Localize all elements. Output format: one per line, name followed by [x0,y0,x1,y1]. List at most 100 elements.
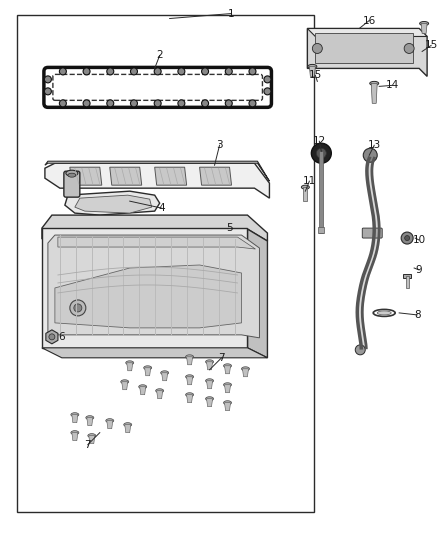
Ellipse shape [124,423,132,427]
Circle shape [249,68,256,75]
Circle shape [404,44,414,53]
Bar [406,276,409,288]
Circle shape [44,76,51,83]
Polygon shape [421,23,427,34]
Bar [318,227,324,233]
Polygon shape [371,83,377,103]
Text: 6: 6 [59,332,65,342]
Polygon shape [207,399,212,407]
Circle shape [131,100,138,107]
Polygon shape [45,163,269,198]
Polygon shape [127,363,133,371]
Polygon shape [58,237,255,249]
Ellipse shape [139,385,147,389]
Circle shape [178,100,185,107]
Ellipse shape [68,173,76,177]
Circle shape [225,68,232,75]
Circle shape [312,44,322,53]
Polygon shape [42,348,268,358]
Circle shape [405,236,410,240]
Polygon shape [157,391,162,399]
Ellipse shape [205,360,214,364]
Polygon shape [243,369,248,377]
Polygon shape [225,403,230,411]
Polygon shape [89,435,95,443]
Polygon shape [207,362,212,370]
Bar [17,15,314,512]
Polygon shape [110,167,142,185]
Ellipse shape [205,397,214,401]
Text: 2: 2 [156,51,163,60]
Circle shape [264,76,271,83]
Ellipse shape [86,416,94,419]
Text: 15: 15 [309,70,322,80]
Circle shape [201,68,208,75]
Ellipse shape [301,185,309,189]
Ellipse shape [223,383,232,387]
Polygon shape [309,67,315,76]
Circle shape [316,148,326,158]
Polygon shape [72,415,78,423]
Polygon shape [307,28,427,36]
Circle shape [107,100,114,107]
Ellipse shape [126,361,134,365]
Circle shape [83,100,90,107]
Ellipse shape [420,21,429,26]
Ellipse shape [205,379,214,383]
Polygon shape [42,228,247,348]
Bar [403,274,411,278]
Polygon shape [42,215,268,241]
Text: 12: 12 [313,136,326,146]
Circle shape [311,143,331,163]
Polygon shape [162,373,168,381]
Ellipse shape [370,82,379,85]
Polygon shape [247,229,268,358]
Ellipse shape [223,401,232,405]
Text: 13: 13 [367,140,381,150]
Text: 16: 16 [363,15,376,26]
Circle shape [131,68,138,75]
Circle shape [60,68,67,75]
Polygon shape [307,28,427,76]
Ellipse shape [66,170,78,176]
Polygon shape [187,377,193,385]
Ellipse shape [121,380,129,384]
Circle shape [154,68,161,75]
Circle shape [154,100,161,107]
Polygon shape [187,357,193,365]
Ellipse shape [223,364,232,368]
Circle shape [363,148,377,162]
Text: 9: 9 [416,265,422,275]
Circle shape [201,100,208,107]
Ellipse shape [377,311,391,315]
Text: 15: 15 [424,41,438,51]
Circle shape [49,334,55,340]
Text: 1: 1 [228,9,235,19]
FancyBboxPatch shape [64,171,80,197]
Polygon shape [55,265,241,328]
Polygon shape [107,421,113,429]
Text: 8: 8 [414,310,420,320]
Ellipse shape [106,419,114,423]
Circle shape [44,88,51,95]
Circle shape [225,100,232,107]
Circle shape [74,304,82,312]
Polygon shape [207,381,212,389]
Ellipse shape [308,64,317,68]
Polygon shape [187,395,193,403]
Polygon shape [145,368,151,376]
Text: 5: 5 [226,223,233,233]
Ellipse shape [161,371,169,375]
Text: 7: 7 [85,440,91,450]
Ellipse shape [144,366,152,370]
Polygon shape [225,366,230,374]
Ellipse shape [241,367,250,371]
Circle shape [60,100,67,107]
Ellipse shape [71,413,79,417]
Polygon shape [48,235,259,338]
Bar [319,151,323,233]
Polygon shape [45,161,269,181]
Text: 10: 10 [413,235,426,245]
Text: 3: 3 [216,140,223,150]
Circle shape [401,232,413,244]
